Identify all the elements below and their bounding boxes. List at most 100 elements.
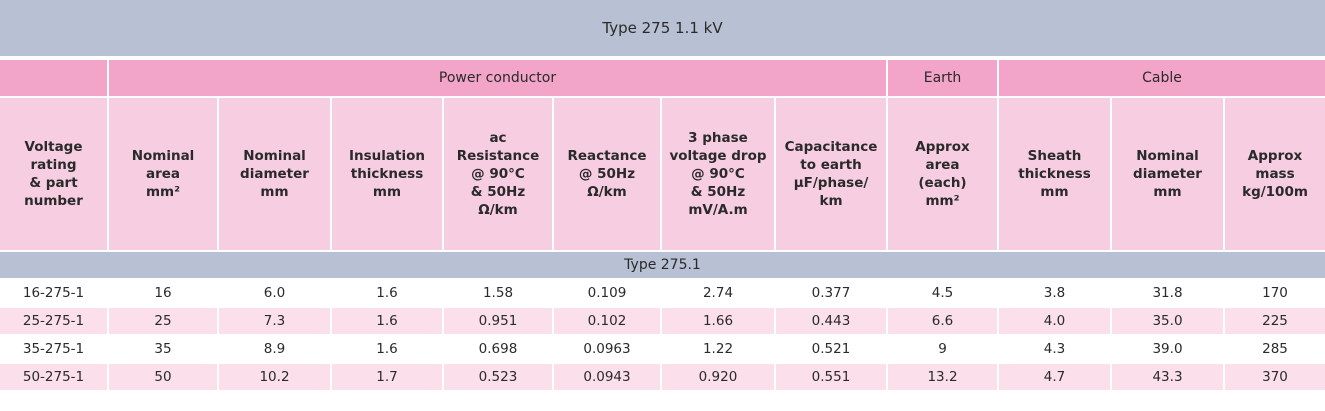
- column-header-line: Insulation: [349, 148, 425, 164]
- column-header-line: @ 90°C: [471, 166, 525, 182]
- table-cell: 0.109: [553, 279, 662, 308]
- column-header-line: Approx: [915, 139, 970, 155]
- table-cell: 1.58: [443, 279, 554, 308]
- table-cell: 35: [108, 335, 219, 364]
- column-header-line: Approx: [1247, 148, 1303, 164]
- table-cell: 13.2: [887, 363, 999, 392]
- column-header: Nominal diameter mm: [218, 97, 332, 252]
- table-cell: 6.0: [218, 279, 332, 308]
- column-header-line: thickness: [350, 166, 424, 182]
- table-cell: 4.7: [998, 363, 1112, 392]
- column-header-line: diameter: [240, 166, 309, 182]
- table-cell: 370: [1224, 363, 1325, 392]
- table-cell: 285: [1224, 335, 1325, 364]
- column-header: Nominal diameter mm: [1111, 97, 1225, 252]
- part-number-cell: 16-275-1: [0, 279, 109, 308]
- column-header-line: area: [925, 157, 960, 173]
- table-cell: 1.6: [331, 307, 444, 336]
- part-number-cell: 25-275-1: [0, 307, 109, 336]
- column-header: ac Resistance @ 90°C & 50Hz Ω/km: [443, 97, 554, 252]
- column-header: Capacitance to earth μF/phase/km: [775, 97, 888, 252]
- column-header-line: km: [819, 193, 843, 209]
- group-header-cable: Cable: [998, 58, 1325, 98]
- table-cell: 9: [887, 335, 999, 364]
- column-header-line: kg/100m: [1242, 184, 1308, 200]
- column-header-line: mm²: [925, 193, 960, 209]
- column-header-line: 3 phase: [688, 130, 748, 146]
- table-cell: 4.5: [887, 279, 999, 308]
- table-row: 50-275-1 50 10.2 1.7 0.523 0.0943 0.920 0.551 13…: [0, 363, 1325, 392]
- table-cell: 25: [108, 307, 219, 336]
- column-header-line: Reactance: [567, 148, 647, 164]
- table-cell: 4.0: [998, 307, 1112, 336]
- cable-spec-table: Type 275 1.1 kV Power conductor Earth Ca…: [0, 0, 1325, 392]
- column-header-line: mm: [372, 184, 402, 200]
- table-cell: 225: [1224, 307, 1325, 336]
- column-header-line: μF/phase/: [793, 175, 869, 191]
- column-header-line: rating: [30, 157, 77, 173]
- column-header-line: Nominal: [1136, 148, 1199, 164]
- table-cell: 16: [108, 279, 219, 308]
- column-header-line: voltage drop: [669, 148, 767, 164]
- group-header-earth: Earth: [887, 58, 999, 98]
- column-header-line: mm: [1153, 184, 1182, 200]
- column-header: Approx mass kg/100m: [1224, 97, 1325, 252]
- table-cell: 43.3: [1111, 363, 1225, 392]
- column-header-line: to earth: [800, 157, 862, 173]
- column-header-line: & part: [29, 175, 78, 191]
- column-header: 3 phase voltage drop @ 90°C & 50Hz mV/A.m: [661, 97, 776, 252]
- column-header-line: Nominal: [131, 148, 195, 164]
- column-header-line: @ 50Hz: [578, 166, 636, 182]
- table-cell: 31.8: [1111, 279, 1225, 308]
- table-title: Type 275 1.1 kV: [0, 0, 1325, 60]
- column-header-line: @ 90°C: [691, 166, 745, 182]
- column-header-line: area: [145, 166, 181, 182]
- table-cell: 10.2: [218, 363, 332, 392]
- table-cell: 0.377: [775, 279, 888, 308]
- column-header-line: diameter: [1133, 166, 1202, 182]
- table-cell: 0.102: [553, 307, 662, 336]
- table-cell: 6.6: [887, 307, 999, 336]
- column-header-line: ac: [489, 130, 507, 146]
- column-header-line: Resistance: [456, 148, 540, 164]
- table-cell: 0.0943: [553, 363, 662, 392]
- table-cell: 1.6: [331, 335, 444, 364]
- column-header-line: mm²: [145, 184, 181, 200]
- table-cell: 1.66: [661, 307, 776, 336]
- column-header-line: Sheath: [1027, 148, 1082, 164]
- section-header: Type 275.1: [0, 251, 1325, 280]
- column-header-line: & 50Hz: [690, 184, 746, 200]
- table-cell: 0.698: [443, 335, 554, 364]
- column-header-line: (each): [918, 175, 967, 191]
- column-header-line: mass: [1255, 166, 1295, 182]
- column-header-line: & 50Hz: [470, 184, 526, 200]
- table-row: 25-275-1 25 7.3 1.6 0.951 0.102 1.66 0.443 6.6 4.…: [0, 307, 1325, 336]
- table-cell: 0.523: [443, 363, 554, 392]
- table-cell: 170: [1224, 279, 1325, 308]
- column-header-row: Voltage rating & part number Nominal area mm² N…: [0, 97, 1325, 252]
- group-header-blank: [0, 58, 109, 98]
- column-header-line: number: [24, 193, 83, 209]
- column-header-line: mm: [260, 184, 289, 200]
- table-cell: 35.0: [1111, 307, 1225, 336]
- table-cell: 0.951: [443, 307, 554, 336]
- part-number-cell: 35-275-1: [0, 335, 109, 364]
- column-header: Sheath thickness mm: [998, 97, 1112, 252]
- table-row: 16-275-1 16 6.0 1.6 1.58 0.109 2.74 0.377 4.5 3.8…: [0, 279, 1325, 308]
- column-header-line: thickness: [1018, 166, 1091, 182]
- column-header: Insulation thickness mm: [331, 97, 444, 252]
- table-cell: 2.74: [661, 279, 776, 308]
- part-number-cell: 50-275-1: [0, 363, 109, 392]
- table-cell: 1.22: [661, 335, 776, 364]
- table-cell: 7.3: [218, 307, 332, 336]
- table-cell: 1.7: [331, 363, 444, 392]
- column-header-line: Voltage: [24, 139, 83, 155]
- table-cell: 0.443: [775, 307, 888, 336]
- table-cell: 3.8: [998, 279, 1112, 308]
- table-cell: 39.0: [1111, 335, 1225, 364]
- column-header: Voltage rating & part number: [0, 97, 109, 252]
- column-header-line: Ω/km: [478, 202, 518, 218]
- column-header-line: Capacitance: [784, 139, 878, 155]
- table-cell: 50: [108, 363, 219, 392]
- table-cell: 0.521: [775, 335, 888, 364]
